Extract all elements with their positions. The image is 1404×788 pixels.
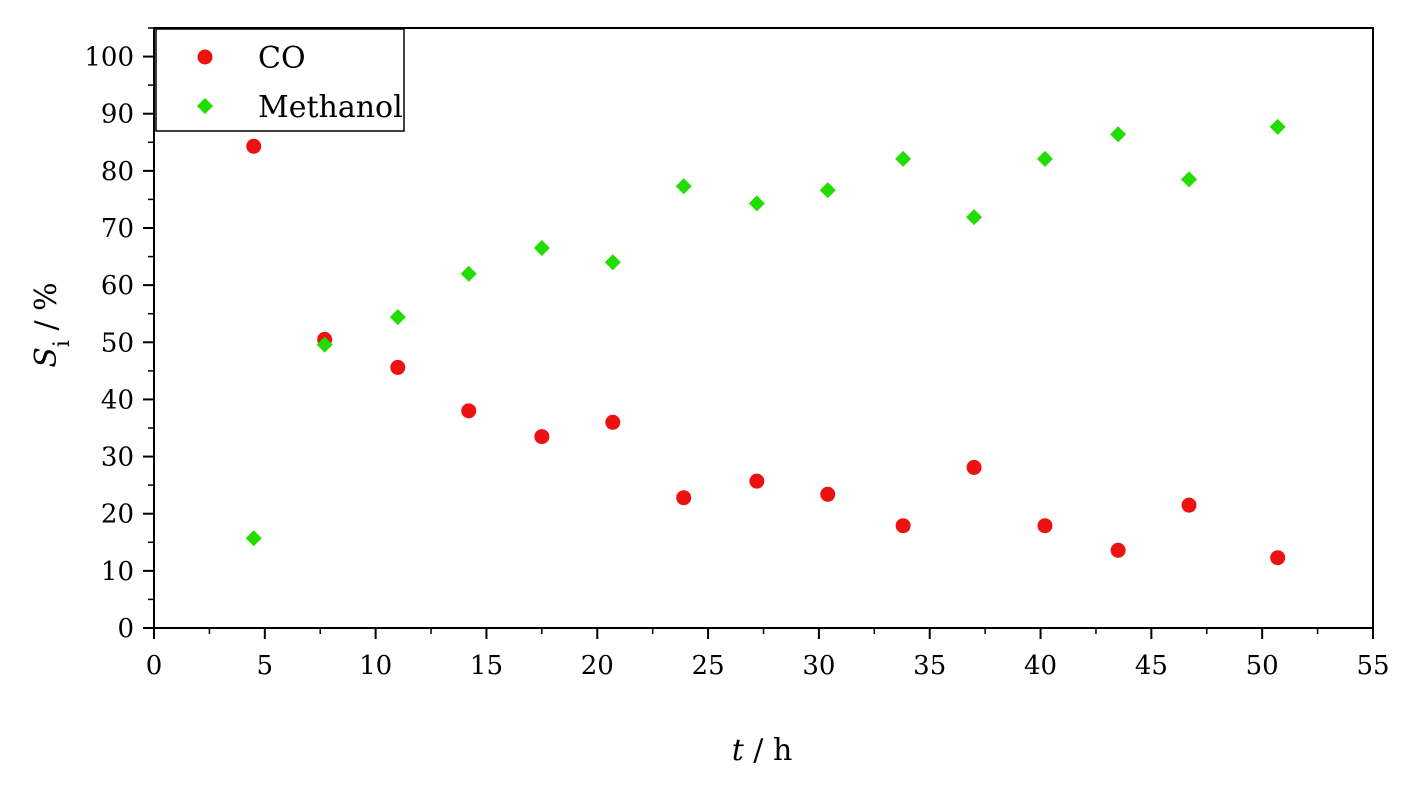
data-point-co — [605, 414, 621, 430]
data-point-methanol — [748, 195, 765, 212]
data-point-co — [246, 138, 262, 154]
data-point-methanol — [389, 309, 406, 326]
x-tick-label: 15 — [470, 651, 503, 681]
y-axis-unit: / % — [29, 282, 64, 340]
data-point-co — [749, 473, 765, 489]
legend-marker-co — [197, 49, 213, 65]
data-point-co — [820, 486, 836, 502]
y-tick-label: 40 — [101, 385, 134, 415]
x-tick-label: 45 — [1135, 651, 1168, 681]
x-tick-label: 25 — [692, 651, 725, 681]
x-tick-label: 55 — [1356, 651, 1389, 681]
data-point-methanol — [460, 265, 477, 282]
y-tick-label: 70 — [101, 214, 134, 244]
data-point-co — [534, 429, 550, 445]
x-axis-unit: / h — [744, 733, 793, 768]
data-point-co — [966, 459, 982, 475]
x-tick-label: 40 — [1024, 651, 1057, 681]
y-tick-label: 90 — [101, 100, 134, 130]
data-point-methanol — [1269, 118, 1286, 135]
data-point-co — [390, 359, 406, 375]
data-point-methanol — [1110, 126, 1127, 143]
data-point-methanol — [819, 182, 836, 199]
x-axis-title: t / h — [732, 733, 793, 768]
data-point-co — [676, 490, 692, 506]
y-tick-label: 80 — [101, 157, 134, 187]
data-point-methanol — [533, 240, 550, 256]
data-point-methanol — [604, 254, 621, 271]
data-point-co — [895, 518, 911, 534]
legend-label-co: CO — [258, 41, 306, 76]
x-tick-label: 35 — [913, 651, 946, 681]
data-point-co — [1037, 518, 1053, 534]
data-point-methanol — [675, 178, 692, 195]
y-tick-label: 60 — [101, 271, 134, 301]
data-point-methanol — [245, 530, 262, 547]
y-axis-subscript: i — [50, 340, 75, 347]
y-tick-label: 10 — [101, 557, 134, 587]
y-tick-label: 100 — [84, 43, 134, 73]
y-axis-symbol: S — [29, 347, 64, 368]
data-point-methanol — [1036, 150, 1053, 167]
data-point-methanol — [316, 336, 333, 353]
y-axis-title: Si / % — [29, 282, 75, 367]
x-tick-label: 10 — [359, 651, 392, 681]
legend-box — [155, 28, 405, 132]
y-tick-label: 30 — [101, 443, 134, 473]
x-tick-label: 5 — [257, 651, 274, 681]
x-tick-label: 30 — [802, 651, 835, 681]
x-tick-label: 50 — [1246, 651, 1279, 681]
y-tick-label: 0 — [117, 614, 134, 644]
data-points — [245, 118, 1286, 566]
legend-label-methanol: Methanol — [258, 90, 403, 125]
x-tick-label: 0 — [146, 651, 163, 681]
axes: 0 5 10 15 20 25 30 35 40 45 50 55 0 10 20 30 40 50 60 70 80 9… — [84, 27, 1390, 681]
data-point-co — [1270, 550, 1286, 566]
x-tick-label: 20 — [581, 651, 614, 681]
y-tick-label: 20 — [101, 500, 134, 530]
data-point-methanol — [966, 209, 983, 226]
data-point-co — [1110, 542, 1126, 558]
y-tick-label: 50 — [101, 328, 134, 358]
legend: CO Methanol — [155, 28, 405, 132]
x-axis-symbol: t — [732, 733, 745, 768]
data-point-methanol — [895, 150, 912, 167]
data-point-methanol — [1181, 171, 1198, 188]
legend-marker-methanol — [197, 98, 213, 114]
data-point-co — [1181, 497, 1197, 513]
data-point-co — [461, 403, 477, 419]
